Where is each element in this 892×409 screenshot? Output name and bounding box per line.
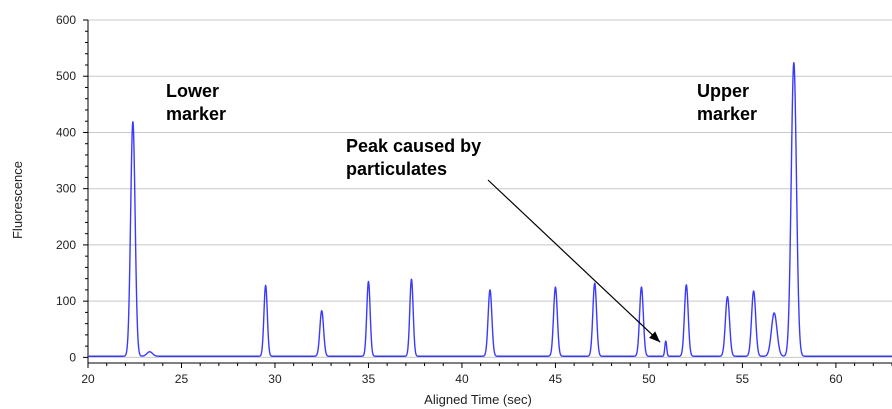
x-axis-title: Aligned Time (sec) — [424, 392, 532, 407]
series — [87, 62, 892, 357]
y-tick-label: 400 — [56, 125, 76, 139]
y-tick-label: 200 — [56, 238, 76, 252]
signal-trace — [87, 62, 892, 357]
particulates-label-line: Peak caused by — [346, 136, 481, 156]
lower-marker-label-line: Lower — [166, 81, 219, 101]
annotations: Lower marker Upper marker Peak caused by part… — [166, 81, 757, 343]
y-tick-label: 600 — [56, 13, 76, 27]
particulates-label-line: particulates — [346, 159, 447, 179]
x-tick-label: 25 — [175, 372, 189, 386]
x-tick-label: 55 — [736, 372, 750, 386]
upper-marker-label-line: Upper — [697, 81, 749, 101]
axes — [87, 20, 892, 364]
x-tick-label: 35 — [362, 372, 376, 386]
x-tick-label: 45 — [549, 372, 563, 386]
upper-marker-label-line: marker — [697, 104, 757, 124]
x-tick-label: 50 — [642, 372, 656, 386]
grid-lines — [88, 19, 892, 358]
x-tick-label: 60 — [829, 372, 843, 386]
annotation-arrowhead — [649, 331, 661, 343]
ticks: 0 100 200 300 400 500 600 20 25 30 35 40 45 50 55 60 — [56, 13, 892, 386]
particulates-label: Peak caused by particulates — [346, 136, 481, 179]
y-tick-label: 0 — [69, 350, 76, 364]
annotation-arrow-line — [487, 179, 661, 343]
upper-marker-label: Upper marker — [697, 81, 757, 124]
x-tick-label: 40 — [455, 372, 469, 386]
y-tick-label: 300 — [56, 182, 76, 196]
y-tick-label: 500 — [56, 69, 76, 83]
y-axis-title: Fluorescence — [10, 161, 25, 239]
lower-marker-label-line: marker — [166, 104, 226, 124]
y-tick-label: 100 — [56, 294, 76, 308]
lower-marker-label: Lower marker — [166, 81, 226, 124]
x-tick-label: 20 — [81, 372, 95, 386]
x-tick-label: 30 — [268, 372, 282, 386]
